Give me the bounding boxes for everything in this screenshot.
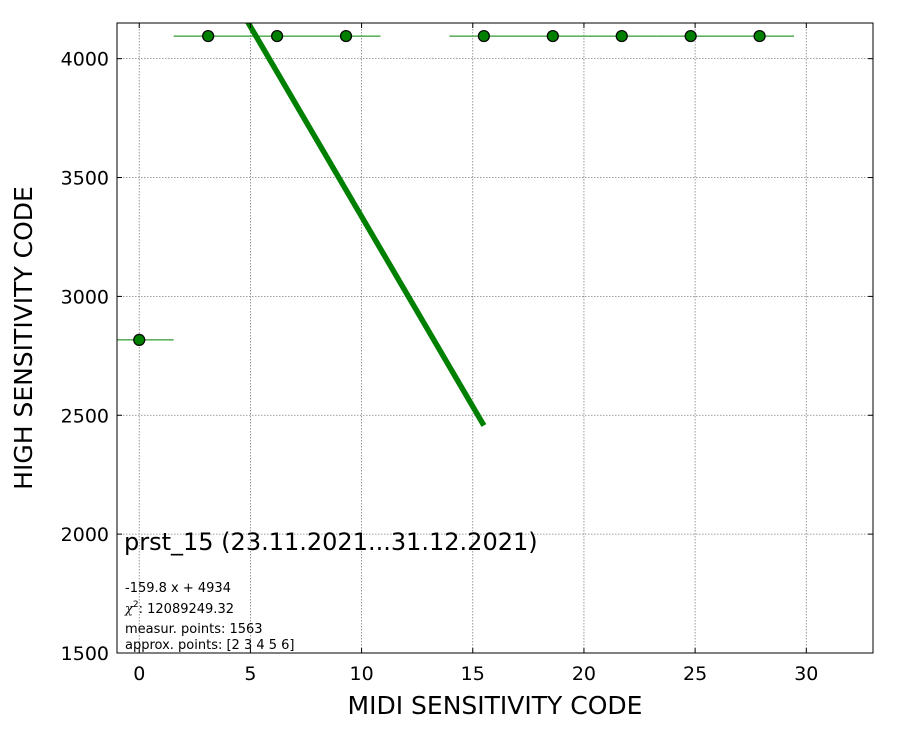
- plot-area: [117, 23, 873, 653]
- x-tick-label: 5: [244, 663, 256, 685]
- data-point: [546, 29, 559, 43]
- y-tick-label: 4000: [61, 49, 109, 71]
- x-tick-label: 10: [349, 663, 373, 685]
- x-tick-label: 20: [572, 663, 596, 685]
- fit-equation: -159.8 x + 4934: [125, 581, 231, 596]
- y-tick-label: 1500: [61, 643, 109, 665]
- chart-title: prst_15 (23.11.2021...31.12.2021): [124, 528, 538, 556]
- y-tick-label: 3000: [61, 286, 109, 308]
- data-point: [133, 333, 146, 347]
- chi2-label: χ2: 12089249.32: [124, 600, 234, 617]
- x-tick-label: 15: [461, 663, 485, 685]
- y-axis-label: HIGH SENSITIVITY CODE: [9, 186, 38, 490]
- approx-points: approx. points: [2 3 4 5 6]: [125, 638, 295, 653]
- fit-line: [245, 23, 487, 427]
- grid: [117, 23, 873, 654]
- x-tick-label: 25: [683, 663, 707, 685]
- ticks: 0 5 10 15 20 25 30 1500 2000 2500 3000 3500 4000: [61, 23, 873, 685]
- data-point: [753, 29, 766, 43]
- x-tick-label: 0: [133, 663, 145, 685]
- x-axis-label: MIDI SENSITIVITY CODE: [348, 691, 643, 720]
- y-tick-label: 2500: [61, 405, 109, 427]
- measured-points: measur. points: 1563: [125, 622, 263, 637]
- chi2-value: : 12089249.32: [139, 602, 234, 617]
- data-point: [270, 29, 284, 43]
- data-point: [339, 29, 353, 43]
- series-layer: [117, 23, 795, 427]
- x-tick-label: 30: [794, 663, 818, 685]
- data-point: [684, 29, 697, 43]
- data-point: [202, 29, 215, 43]
- y-tick-label: 2000: [61, 524, 109, 546]
- data-point: [615, 29, 628, 43]
- y-tick-label: 3500: [61, 168, 109, 190]
- plot-frame: [116, 22, 874, 654]
- data-point: [477, 29, 490, 43]
